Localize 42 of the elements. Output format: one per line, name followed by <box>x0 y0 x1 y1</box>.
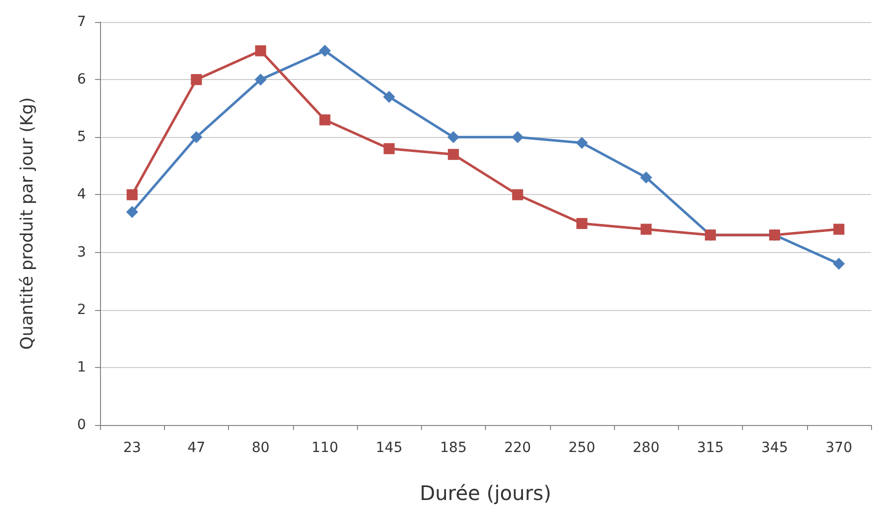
x-tick-label: 80 <box>252 440 270 456</box>
point <box>384 143 395 154</box>
x-tick-label: 145 <box>376 440 402 456</box>
y-tick-label: 4 <box>77 186 86 203</box>
point <box>640 171 652 184</box>
y-axis-title: Quantité produit par jour (Kg) <box>18 97 38 350</box>
point <box>833 224 844 235</box>
x-tick-label: 370 <box>826 440 852 456</box>
x-tick-label: 250 <box>568 440 596 456</box>
x-axis-title: Durée (jours) <box>420 481 552 505</box>
x-tick-label: 280 <box>632 440 660 456</box>
point <box>190 131 202 144</box>
x-tick-label: 47 <box>187 440 206 456</box>
point <box>447 131 460 144</box>
point <box>512 131 524 144</box>
point <box>255 45 266 56</box>
x-tick-label: 110 <box>312 440 338 456</box>
y-tick-label: 3 <box>77 244 86 260</box>
y-tick-label: 2 <box>77 302 86 318</box>
point <box>576 218 588 229</box>
point <box>640 224 652 235</box>
x-tick-label: 315 <box>697 440 724 456</box>
point <box>254 74 267 86</box>
point <box>576 136 588 149</box>
y-tick-label: 5 <box>77 129 86 146</box>
point <box>512 189 524 200</box>
x-tick-label: 345 <box>761 440 788 456</box>
point <box>448 148 459 160</box>
point <box>126 189 138 200</box>
x-tick-label: 220 <box>504 440 531 456</box>
point <box>832 258 845 270</box>
x-tick-label: 23 <box>123 440 142 456</box>
y-tick-label: 1 <box>77 359 86 376</box>
point <box>319 114 330 126</box>
point <box>318 44 331 57</box>
point <box>190 74 202 86</box>
x-tick-label: 185 <box>440 440 467 456</box>
point <box>126 206 138 218</box>
y-tick-label: 7 <box>77 14 86 30</box>
y-tick-label: 0 <box>77 417 86 433</box>
y-tick-label: 6 <box>77 72 86 88</box>
point <box>383 90 396 103</box>
